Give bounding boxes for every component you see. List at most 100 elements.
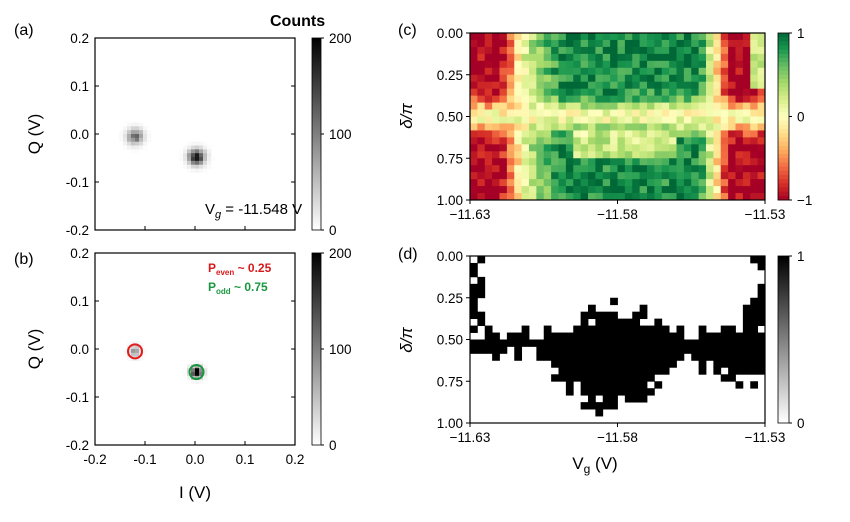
parity-map-cell [698,130,707,138]
binary-map-cell [647,367,655,375]
binary-map-cell [654,332,663,340]
parity-map-cell [610,88,618,97]
parity-map-cell [573,130,582,138]
parity-map-cell [565,116,574,124]
iq-histogram-cell [199,372,204,377]
parity-map-cell [551,74,559,83]
binary-map-cell [735,360,744,368]
parity-map-cell [595,88,604,97]
binary-map-cell [728,346,736,354]
parity-map-cell [632,46,641,55]
binary-map-cell [617,388,626,396]
parity-map-cell [588,165,596,173]
binary-map-cell [698,332,707,340]
parity-map-cell [536,179,545,187]
colorbar-tick-label: 200 [329,246,352,261]
parity-map-cell [595,109,604,117]
parity-map-cell [639,33,648,41]
parity-map-cell [484,130,493,138]
iq-histogram-cell [203,157,208,162]
parity-map-cell [514,88,523,97]
iq-histogram-cell [199,360,204,365]
binary-map-cell [706,339,714,347]
parity-map-cell [506,186,515,194]
parity-map-cell [551,102,559,110]
parity-map-cell [558,102,567,110]
colorbar-segment [778,174,789,180]
iq-histogram-cell [195,157,200,162]
parity-map-cell [551,144,559,152]
parity-map-cell [639,81,648,90]
binary-map-cell [742,339,751,347]
parity-map-cell [639,165,648,173]
binary-map-cell [470,269,478,278]
binary-map-cell [683,346,692,354]
parity-map-cell [728,193,736,201]
parity-map-cell [632,33,641,41]
binary-map-cell [588,388,596,396]
binary-map-cell [514,353,523,361]
binary-map-cell [661,346,670,354]
parity-map-cell [683,151,692,159]
parity-map-cell [492,158,500,166]
parity-map-cell [691,193,700,201]
binary-map-cell [720,332,729,340]
parity-map-cell [742,33,751,41]
parity-map-cell [735,60,744,69]
parity-map-cell [610,53,618,62]
parity-map-cell [588,109,596,117]
parity-map-cell [580,179,589,187]
iq-histogram-cell [143,134,148,139]
parity-map-cell [639,116,648,124]
parity-map-cell [728,116,736,124]
binary-map-cell [624,353,633,361]
binary-map-cell [610,367,618,375]
binary-map-cell [698,353,707,361]
iq-histogram-cell [191,372,196,377]
parity-map-cell [676,172,685,180]
parity-map-cell [521,74,530,83]
iq-histogram-cell [199,164,204,169]
binary-map-cell [565,381,574,389]
panel-label-b: (b) [14,251,34,268]
parity-map-cell [676,74,685,83]
parity-map-cell [728,151,736,159]
parity-map-cell [543,130,552,138]
iq-histogram-cell [127,137,132,143]
parity-map-cell [757,165,766,173]
parity-map-cell [728,179,736,187]
parity-map-cell [602,67,611,76]
parity-map-cell [676,144,685,152]
binary-map-cell [661,332,670,340]
parity-map-cell [573,39,582,48]
parity-map-cell [551,46,559,55]
parity-map-cell [669,130,677,138]
colorbar-tick-label: 200 [329,31,352,46]
colorbar-segment [778,99,789,105]
parity-map-cell [639,74,648,83]
parity-map-cell [728,109,736,117]
binary-map-cell [477,256,486,264]
y-tick-label: -0.1 [66,390,89,405]
parity-map-cell [706,74,714,83]
parity-map-cell [691,74,700,83]
parity-map-cell [602,172,611,180]
parity-map-cell [521,67,530,76]
binary-map-cell [669,360,677,368]
parity-map-cell [728,130,736,138]
x-tick-label: −11.58 [597,430,638,445]
parity-map-cell [580,33,589,41]
parity-map-cell [742,179,751,187]
parity-map-cell [750,123,759,131]
parity-map-cell [698,137,707,145]
binary-map-cell [654,367,663,375]
parity-map-cell [661,186,670,194]
binary-map-cell [565,332,574,340]
parity-map-cell [580,88,589,97]
parity-map-cell [720,144,729,152]
parity-map-cell [521,60,530,69]
parity-map-cell [669,193,677,201]
parity-map-cell [757,81,766,90]
parity-map-cell [624,172,633,180]
parity-map-cell [654,88,663,97]
